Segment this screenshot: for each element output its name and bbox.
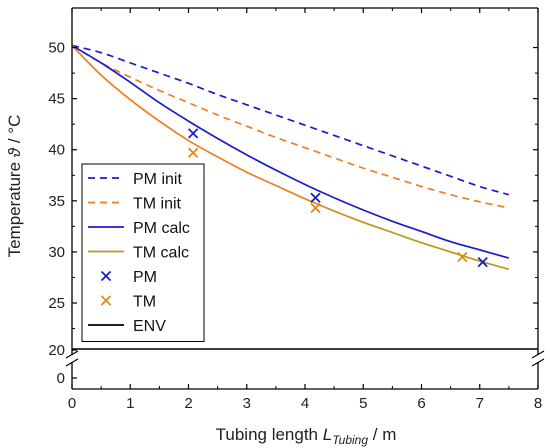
x-axis-title: Tubing length LTubing / m [216,425,397,447]
point-stroke [310,202,321,214]
y-axis-title: Temperature ϑ / °C [5,115,24,258]
point-stroke [188,128,199,139]
series-tm-point [310,202,321,214]
legend-label: TM init [133,196,182,213]
y-tick-label: 20 [48,342,65,359]
legend-label: TM calc [133,245,189,262]
point-stroke [477,257,488,268]
legend-item-tm-calc: TM calc [88,245,189,262]
x-tick-label: 7 [476,395,484,412]
series-pm-point [188,128,199,139]
series-tm-point [188,147,199,158]
plot-area [71,44,538,350]
y-tick-label: 25 [48,295,65,312]
x-tick-label: 5 [359,395,367,412]
series-pm-point [310,192,321,203]
x-tick-label: 8 [534,395,542,412]
legend-item-env: ENV [88,318,166,335]
legend-marker [100,295,112,306]
legend-box [81,163,205,342]
x-tick-label: 4 [301,395,309,412]
point-stroke [457,251,468,263]
legend-label: ENV [133,318,166,335]
legend-marker [100,270,112,282]
x-tick-label: 0 [68,395,76,412]
legend-item-pm-init: PM init [88,171,182,188]
series-pm-init-line [71,44,510,196]
legend: PM init TM init PM calc TM calc PM TM ENV [81,163,205,342]
series-pm-point [477,257,488,268]
axis-break-mark [531,358,545,367]
legend-item-pm-calc: PM calc [88,220,190,237]
y-tick-label: 40 [48,142,65,159]
axis-break-mark [65,358,79,367]
y-tick-label: 45 [48,91,65,108]
axis-break-mark [65,350,79,359]
x-tick-label: 6 [417,395,425,412]
y-tick-label: 35 [48,193,65,210]
series-tm-point [457,251,468,263]
series-pm-calc-line [71,44,510,259]
axis-break-mark [531,350,545,359]
legend-item-pm: PM [100,269,157,286]
y-tick-label: 50 [48,40,65,57]
x-tick-label: 3 [243,395,251,412]
series-tm-calc-line [71,44,510,271]
y-tick-label: 30 [48,244,65,261]
legend-label: PM [133,269,157,286]
legend-item-tm: TM [100,294,156,311]
legend-label: PM calc [133,220,190,237]
x-tick-label: 1 [126,395,134,412]
point-stroke [188,147,199,158]
legend-label: PM init [133,171,182,188]
legend-label: TM [133,294,156,311]
legend-item-tm-init: TM init [88,196,182,213]
x-tick-label: 2 [184,395,192,412]
point-stroke [310,192,321,203]
y-tick-label: 0 [57,370,65,387]
